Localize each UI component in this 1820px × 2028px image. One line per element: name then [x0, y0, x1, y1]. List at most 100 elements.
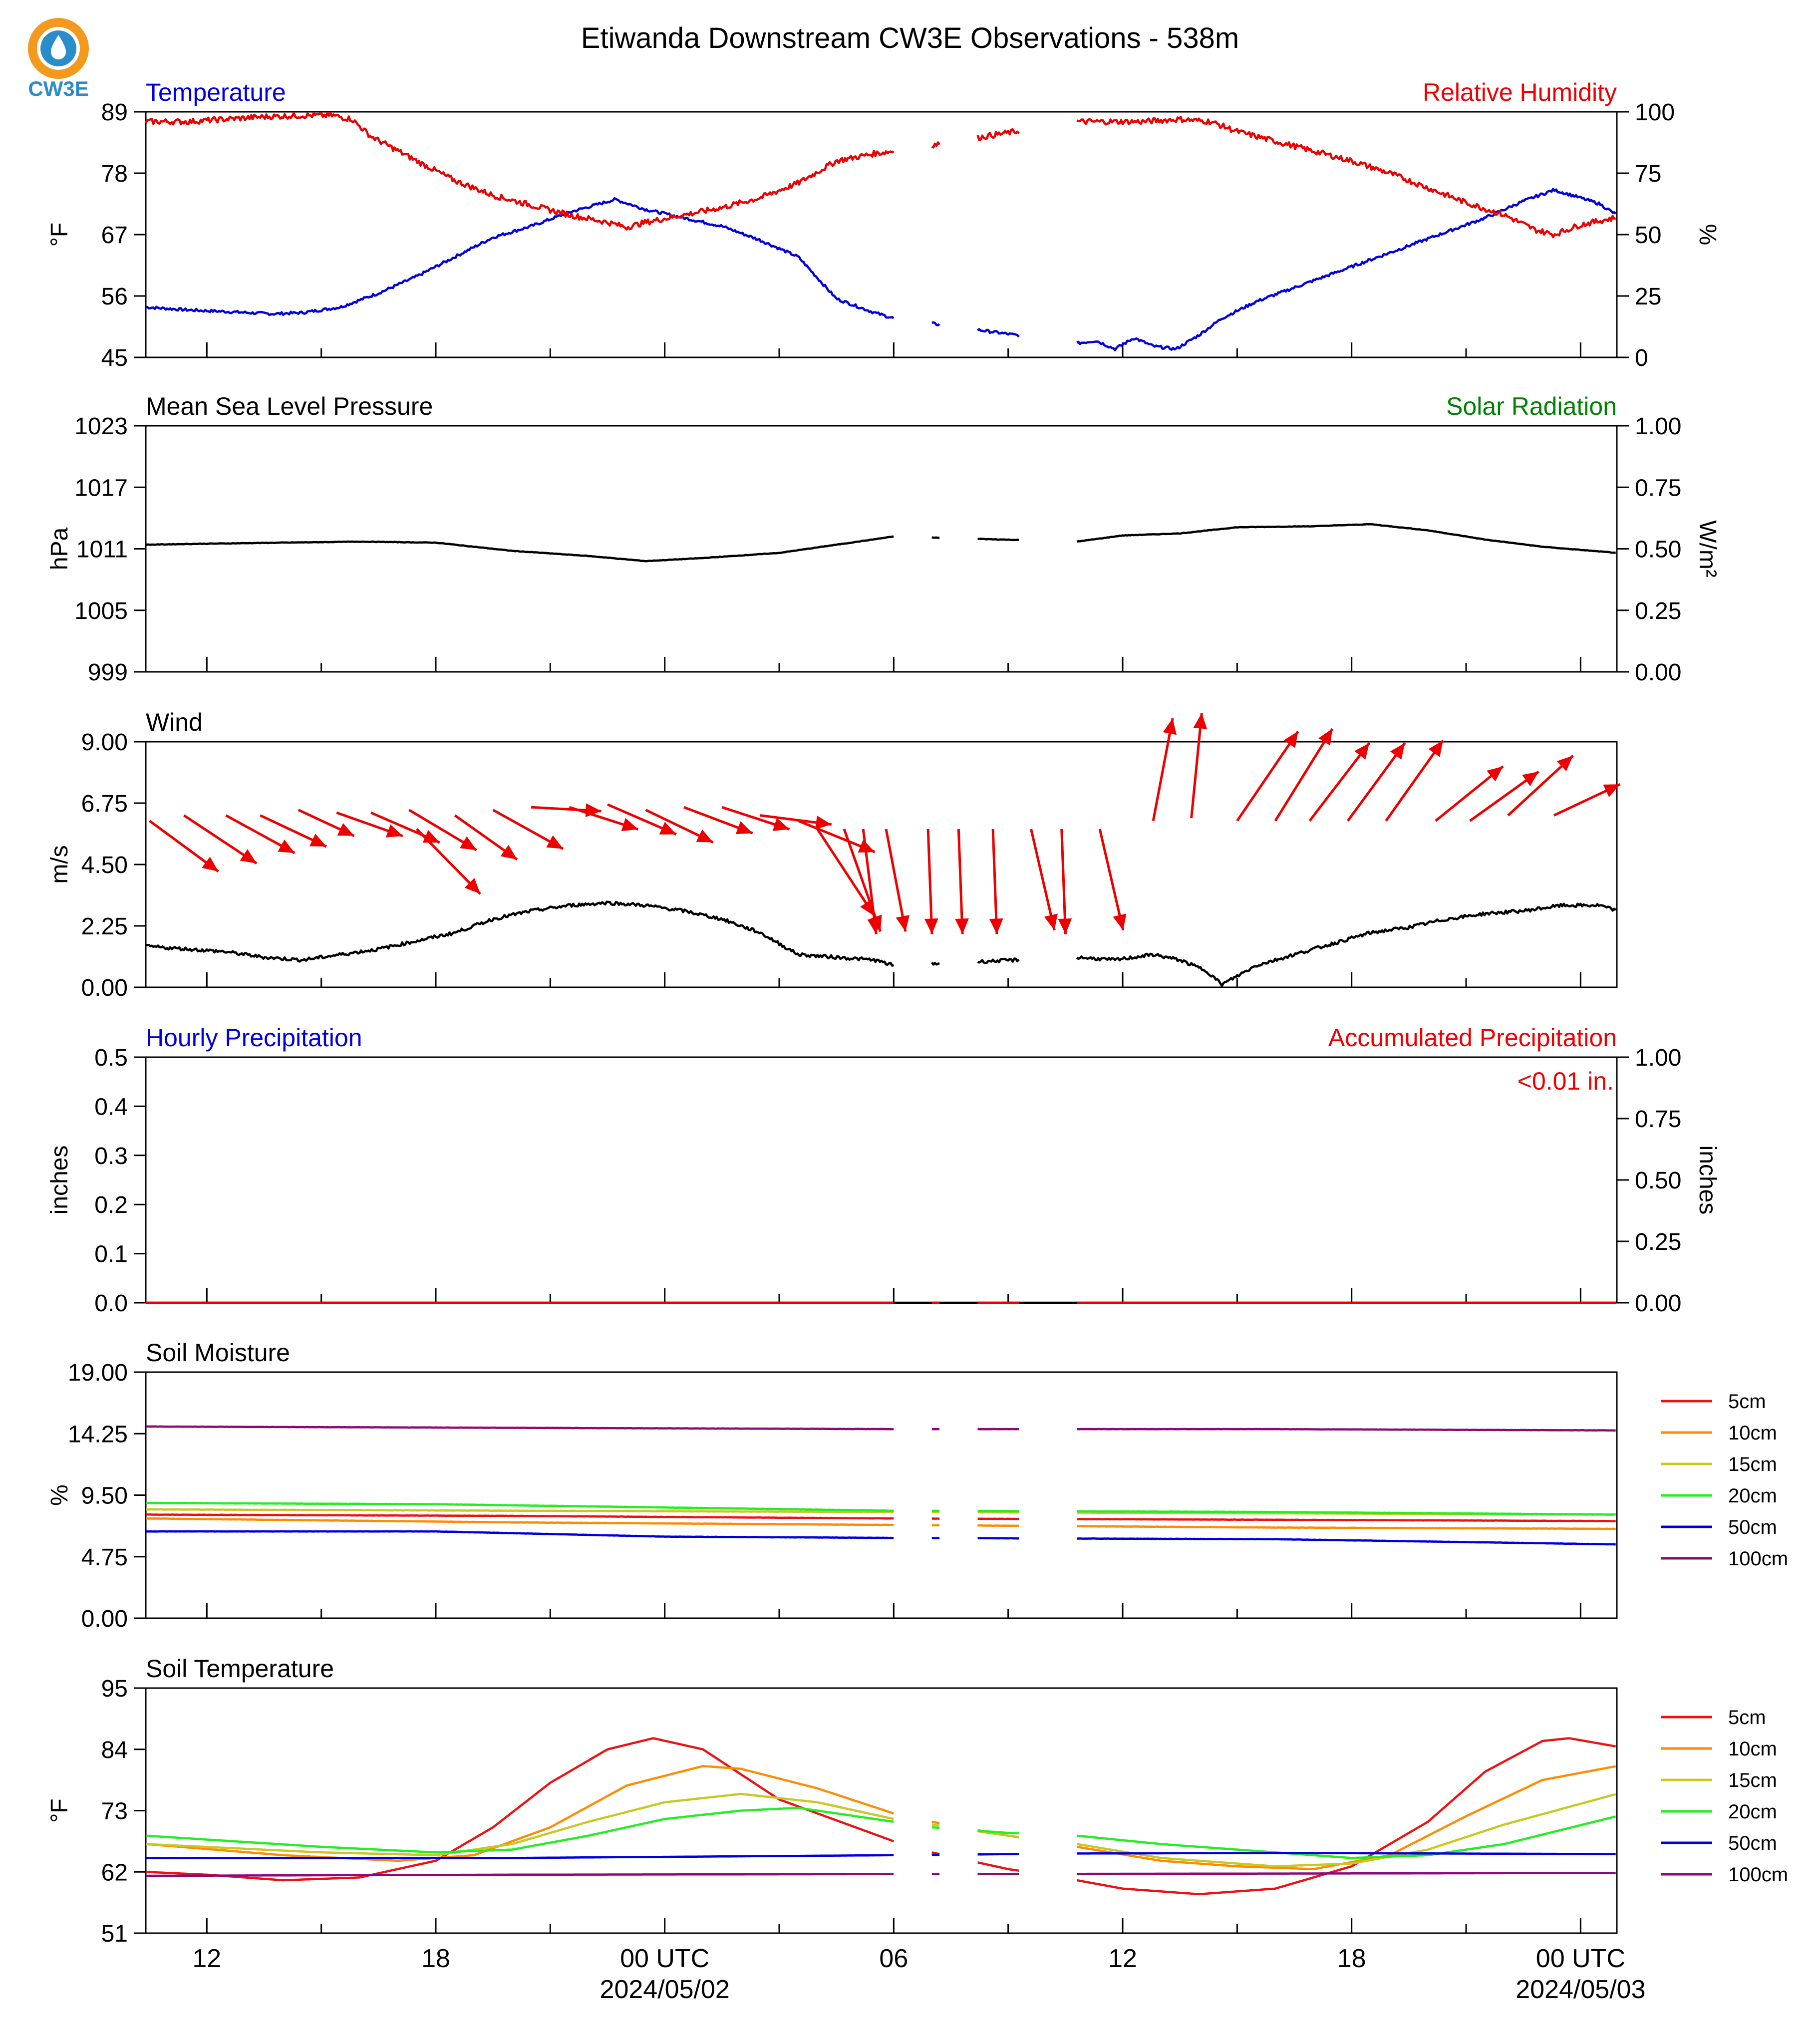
series-soil_50cm [146, 1854, 894, 1859]
y-tick-label-left: 0.1 [94, 1241, 128, 1268]
wind-arrow [1274, 728, 1334, 822]
chart-title: Etiwanda Downstream CW3E Observations - … [581, 22, 1239, 54]
wind-arrow [816, 828, 876, 917]
series-soil_15cm [931, 1823, 940, 1827]
panel-title-right: Solar Radiation [1446, 392, 1617, 420]
x-tick-label: 12 [192, 1944, 221, 1973]
series-soil_5cm [1076, 1737, 1616, 1896]
series-soil_15cm [146, 1508, 894, 1513]
y-tick-label-left: 19.00 [68, 1360, 128, 1386]
series-soil_50cm [977, 1537, 1019, 1540]
wind-arrow-head [1058, 918, 1072, 934]
y-tick-label-left: 0.00 [81, 975, 128, 1001]
series-soil_20cm [145, 1806, 894, 1854]
panel-title-right: Relative Humidity [1423, 78, 1617, 106]
wind-arrow [1236, 730, 1299, 822]
y-tick-label-left: 0.5 [94, 1045, 128, 1071]
x-date-label: 2024/05/02 [600, 1975, 730, 2004]
series-soil_10cm [145, 1764, 895, 1862]
precip-annotation: <0.01 in. [1517, 1067, 1614, 1095]
panel-soil_moisture: Soil Moisture 19.00 14.25 9.50 4.75 0.00% 5cm 1… [46, 1339, 1788, 1632]
y-tick-label-right: 25 [1635, 284, 1661, 310]
x-tick-label: 18 [1337, 1944, 1366, 1973]
x-tick-label: 12 [1108, 1944, 1137, 1973]
wind-arrow-head [896, 915, 910, 932]
wind-arrow-head [696, 829, 713, 843]
series-wind_speed [977, 957, 1020, 964]
legend-label: 5cm [1728, 1391, 1766, 1413]
series-soil_100cm [1077, 1428, 1616, 1432]
panel-precipitation: Hourly Precipitation Accumulated Precipit… [46, 1024, 1721, 1317]
logo-drop-icon [51, 35, 66, 59]
panel-pressure_solar: Mean Sea Level Pressure Solar Radiation 10… [46, 392, 1721, 686]
wind-arrow [1347, 742, 1406, 822]
y-tick-label-left: 9.50 [81, 1483, 128, 1509]
wind-arrow [885, 829, 907, 932]
y-tick-label-right: 1.00 [1635, 413, 1681, 440]
wind-arrow-head [1354, 743, 1370, 760]
y-tick-label-left: 999 [88, 659, 128, 686]
wind-arrow-head [1428, 740, 1443, 757]
series-soil_100cm [1077, 1872, 1616, 1875]
series-wind_speed [930, 961, 940, 966]
series-soil_100cm [145, 1425, 894, 1431]
series-temperature [931, 321, 940, 326]
y-tick-label-right: 0.00 [1635, 659, 1681, 686]
legend-label: 50cm [1728, 1516, 1777, 1538]
legend-label: 10cm [1728, 1422, 1777, 1444]
wind-arrow-head [989, 918, 1003, 934]
series-pressure [145, 535, 894, 563]
series-pressure [1076, 523, 1616, 554]
panel-title-left: Soil Temperature [146, 1655, 334, 1683]
y-tick-label-right: 0 [1635, 345, 1648, 371]
wind-arrow [1385, 739, 1444, 822]
series-soil_5cm [1077, 1518, 1616, 1522]
panel-title-left: Temperature [146, 78, 286, 106]
wind-arrow-head [1193, 713, 1208, 729]
x-date-label: 2024/05/03 [1516, 1975, 1645, 2004]
wind-arrow-head [1318, 728, 1333, 746]
legend-label: 20cm [1728, 1485, 1777, 1507]
wind-arrow [1190, 713, 1203, 819]
panel-title-left: Soil Moisture [146, 1339, 290, 1367]
y-tick-label-right: 0.50 [1635, 1167, 1681, 1194]
wind-arrow-head [1163, 718, 1177, 735]
series-soil_5cm [977, 1861, 1019, 1872]
legend-label: 50cm [1728, 1832, 1777, 1854]
y-tick-label-right: 100 [1635, 99, 1675, 126]
series-soil_15cm [977, 1511, 1019, 1514]
wind-arrow-head [1487, 766, 1504, 782]
y-axis-label-left: °F [46, 1798, 73, 1823]
panel-temperature_humidity: Temperature Relative Humidity 89 78 67 56 45 °F… [46, 78, 1721, 371]
wind-arrow [1098, 829, 1125, 931]
legend-label: 100cm [1728, 1864, 1788, 1886]
series-soil_20cm [1077, 1510, 1616, 1516]
y-tick-label-left: 84 [101, 1737, 128, 1763]
wind-arrow-head [337, 823, 354, 836]
wind-arrow-head [621, 818, 638, 832]
wind-arrow [926, 829, 933, 934]
series-soil_5cm [145, 1737, 895, 1882]
y-tick-label-left: 95 [101, 1676, 128, 1702]
series-humidity [1076, 115, 1616, 239]
wind-arrow-head [735, 821, 753, 835]
series-soil_100cm [146, 1873, 894, 1877]
x-tick-label: 00 UTC [620, 1944, 709, 1973]
y-tick-label-left: 2.25 [81, 913, 128, 940]
series-temperature [977, 328, 1020, 338]
panel-title-left: Mean Sea Level Pressure [146, 392, 433, 420]
series-soil_10cm [977, 1524, 1019, 1527]
y-tick-label-right: 75 [1635, 161, 1661, 187]
wind-arrow-head [867, 918, 882, 934]
wind-arrow-head [202, 857, 219, 871]
series-soil_20cm [977, 1829, 1019, 1835]
y-tick-label-left: 1023 [74, 413, 128, 440]
wind-arrow [1030, 829, 1056, 931]
y-tick-label-left: 1017 [74, 475, 128, 501]
y-tick-label-right: 0.75 [1635, 475, 1681, 501]
wind-arrow [862, 829, 878, 934]
y-tick-label-left: 73 [101, 1798, 128, 1825]
wind-arrow-head [240, 849, 257, 864]
